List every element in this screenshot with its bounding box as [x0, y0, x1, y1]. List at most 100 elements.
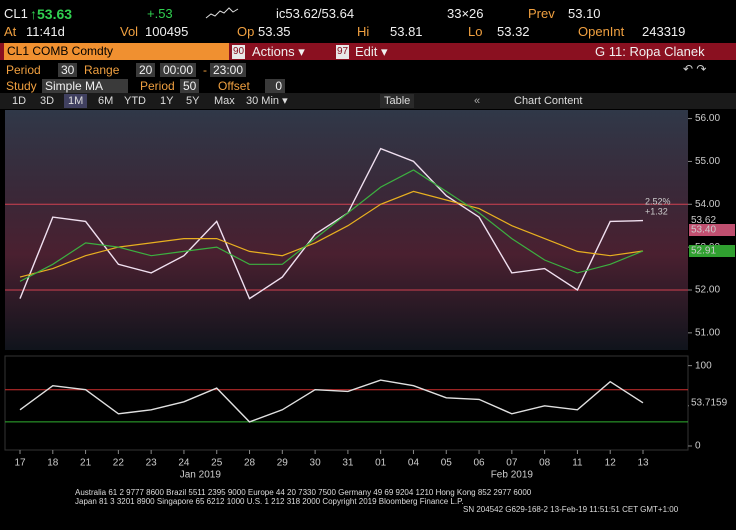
price-tag-label: 53.62 — [691, 215, 716, 226]
edit-menu[interactable]: Edit ▾ — [355, 44, 388, 59]
rsi-background — [4, 355, 689, 451]
price-tag-label: 52.91 — [691, 246, 716, 257]
range-field[interactable]: 20 — [136, 63, 156, 77]
y-tick-label: 52.00 — [695, 285, 720, 296]
actions-code: 90 — [232, 45, 246, 59]
range-label: Range — [84, 63, 120, 77]
x-tick-label: 25 — [211, 458, 223, 469]
vol-label: Vol — [120, 24, 139, 39]
y-tick-label: 56.00 — [695, 113, 720, 124]
undo[interactable]: ↶ ↷ — [683, 62, 707, 76]
open: 53.35 — [258, 24, 291, 39]
series-line — [19, 169, 644, 282]
series-line — [19, 379, 644, 423]
range-tab[interactable]: Max — [214, 95, 235, 107]
offset-field[interactable]: 0 — [265, 79, 285, 93]
actions-menu[interactable]: Actions ▾ — [252, 44, 305, 59]
y-tick-label: 54.00 — [695, 199, 720, 210]
period-label: Period — [6, 63, 41, 77]
price-tag-label: 53.7159 — [691, 397, 728, 408]
x-tick-label: 18 — [47, 458, 59, 469]
price-tag-label: 53.40 — [691, 225, 716, 236]
series-line — [19, 190, 644, 278]
x-tick-label: 29 — [277, 458, 289, 469]
x-tick-label: 05 — [441, 458, 453, 469]
study-label: Study — [6, 79, 37, 93]
x-tick-label: 11 — [572, 458, 583, 469]
lo: 53.32 — [497, 24, 530, 39]
vol: 100495 — [145, 24, 189, 39]
x-tick-label: 23 — [146, 458, 158, 469]
study-period-label: Period — [140, 79, 175, 93]
size: 33×26 — [447, 6, 484, 21]
annotation: 2.52% — [645, 196, 671, 206]
table-button[interactable]: Table — [380, 94, 415, 108]
chart: 51.0052.0053.0054.0055.0056.0053.6253.40… — [4, 110, 735, 481]
oi-label: OpenInt — [578, 24, 625, 39]
range-tab[interactable]: 1D — [12, 95, 27, 107]
period-field[interactable]: 30 — [58, 63, 78, 77]
range-tab[interactable]: 5Y — [186, 95, 200, 107]
x-tick-label: 21 — [80, 458, 92, 469]
prev-label: Prev — [528, 6, 555, 21]
range-tab[interactable]: 1Y — [160, 95, 174, 107]
x-tick-label: 01 — [375, 458, 387, 469]
x-tick-label: 04 — [408, 458, 420, 469]
group-name: G 11: Ropa Clanek — [595, 44, 705, 59]
price-tag — [689, 224, 735, 236]
series-line — [19, 147, 644, 300]
y-tick-label: 51.00 — [695, 327, 720, 338]
security-field[interactable]: CL1 COMB Comdty — [4, 43, 229, 60]
study-field[interactable]: Simple MA — [42, 79, 128, 93]
footer-line: Australia 61 2 9777 8600 Brazil 5511 239… — [75, 488, 532, 497]
x-group-label: Jan 2019 — [180, 470, 222, 481]
x-tick-label: 30 — [310, 458, 322, 469]
end-field[interactable]: 23:00 — [210, 63, 247, 77]
x-tick-label: 31 — [342, 458, 354, 469]
time: 11:41d — [26, 24, 65, 39]
hi-label: Hi — [357, 24, 370, 39]
x-tick-label: 06 — [473, 458, 485, 469]
price-tag — [689, 396, 735, 409]
bid-ask: ic53.62/53.64 — [276, 6, 355, 21]
offset-label: Offset — [218, 79, 250, 93]
at-label: At — [4, 24, 17, 39]
x-group-label: Feb 2019 — [491, 470, 534, 481]
x-tick-label: 07 — [506, 458, 518, 469]
ticker: CL1 — [4, 6, 28, 21]
x-tick-label: 28 — [244, 458, 256, 469]
range-tab[interactable]: YTD — [124, 95, 146, 107]
chart-content[interactable]: Chart Content — [514, 95, 583, 107]
open-label: Op — [237, 24, 255, 39]
oi: 243319 — [642, 24, 686, 39]
y-tick-label: 100 — [695, 360, 712, 371]
study-period-field[interactable]: 50 — [180, 79, 200, 93]
sparkline — [205, 7, 239, 19]
x-tick-label: 22 — [113, 458, 125, 469]
range-tab[interactable]: 6M — [98, 95, 114, 107]
range-tab[interactable]: 30 Min ▾ — [246, 95, 288, 107]
last-price: ↑53.63 — [30, 6, 73, 22]
prev: 53.10 — [568, 6, 601, 21]
range-tab[interactable]: 1M — [64, 94, 88, 108]
plot-background — [5, 110, 688, 350]
dash: - — [203, 63, 207, 77]
arrow[interactable]: « — [474, 95, 481, 107]
x-tick-label: 24 — [178, 458, 190, 469]
x-tick-label: 08 — [539, 458, 551, 469]
price-tag — [689, 245, 735, 257]
x-tick-label: 12 — [605, 458, 617, 469]
price-tag — [689, 214, 735, 227]
edit-code: 97 — [336, 45, 350, 59]
hi: 53.81 — [390, 24, 423, 39]
x-tick-label: 17 — [14, 458, 26, 469]
change: +.53 — [147, 6, 173, 21]
start-field[interactable]: 00:00 — [160, 63, 197, 77]
annotation: +1.32 — [645, 206, 668, 216]
y-tick-label: 55.00 — [695, 156, 720, 167]
range-tab[interactable]: 3D — [40, 95, 55, 107]
footer-line: SN 204542 G629-168-2 13-Feb-19 11:51:51 … — [463, 505, 679, 514]
lo-label: Lo — [468, 24, 483, 39]
tab-bar — [0, 93, 736, 109]
